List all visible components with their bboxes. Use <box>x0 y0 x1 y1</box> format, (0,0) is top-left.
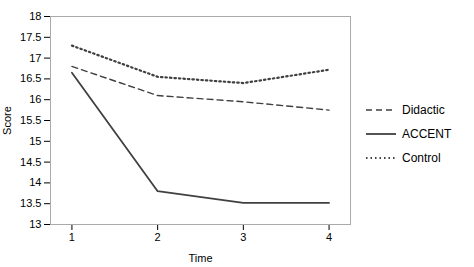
svg-text:17: 17 <box>29 51 41 63</box>
svg-text:14: 14 <box>29 176 41 188</box>
svg-text:13.5: 13.5 <box>20 197 41 209</box>
svg-text:3: 3 <box>240 231 246 243</box>
svg-text:16.5: 16.5 <box>20 72 41 84</box>
svg-text:1: 1 <box>69 231 75 243</box>
svg-text:18: 18 <box>29 10 41 22</box>
svg-text:17.5: 17.5 <box>20 30 41 42</box>
svg-text:Time: Time <box>188 251 212 263</box>
svg-text:4: 4 <box>326 231 332 243</box>
svg-text:15: 15 <box>29 134 41 146</box>
svg-text:Score: Score <box>1 106 13 135</box>
html-text:ACCENT: ACCENT <box>402 126 452 141</box>
svg-text:14.5: 14.5 <box>20 155 41 167</box>
html-text:Didactic: Didactic <box>402 102 445 117</box>
svg-text:13: 13 <box>29 218 41 230</box>
svg-text:2: 2 <box>155 231 161 243</box>
html-text:Control: Control <box>402 150 441 165</box>
svg-text:15.5: 15.5 <box>20 114 41 126</box>
svg-text:16: 16 <box>29 93 41 105</box>
